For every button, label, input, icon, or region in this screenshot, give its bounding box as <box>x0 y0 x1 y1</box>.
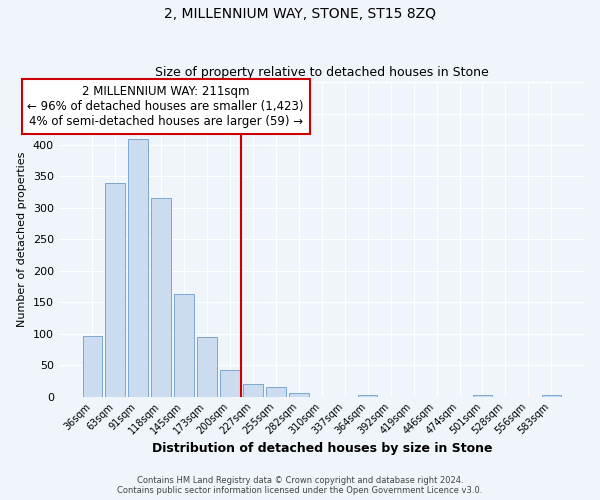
Text: Contains HM Land Registry data © Crown copyright and database right 2024.
Contai: Contains HM Land Registry data © Crown c… <box>118 476 482 495</box>
Bar <box>289 394 308 396</box>
Bar <box>243 384 263 396</box>
Bar <box>220 370 240 396</box>
Bar <box>106 182 125 396</box>
X-axis label: Distribution of detached houses by size in Stone: Distribution of detached houses by size … <box>152 442 492 455</box>
Text: 2 MILLENNIUM WAY: 211sqm
← 96% of detached houses are smaller (1,423)
4% of semi: 2 MILLENNIUM WAY: 211sqm ← 96% of detach… <box>28 85 304 128</box>
Bar <box>266 387 286 396</box>
Bar <box>542 394 561 396</box>
Bar <box>473 394 492 396</box>
Title: Size of property relative to detached houses in Stone: Size of property relative to detached ho… <box>155 66 488 80</box>
Bar <box>151 198 171 396</box>
Bar <box>358 394 377 396</box>
Y-axis label: Number of detached properties: Number of detached properties <box>17 152 27 327</box>
Bar <box>197 337 217 396</box>
Bar <box>175 294 194 396</box>
Bar <box>83 336 102 396</box>
Bar <box>128 138 148 396</box>
Text: 2, MILLENNIUM WAY, STONE, ST15 8ZQ: 2, MILLENNIUM WAY, STONE, ST15 8ZQ <box>164 8 436 22</box>
